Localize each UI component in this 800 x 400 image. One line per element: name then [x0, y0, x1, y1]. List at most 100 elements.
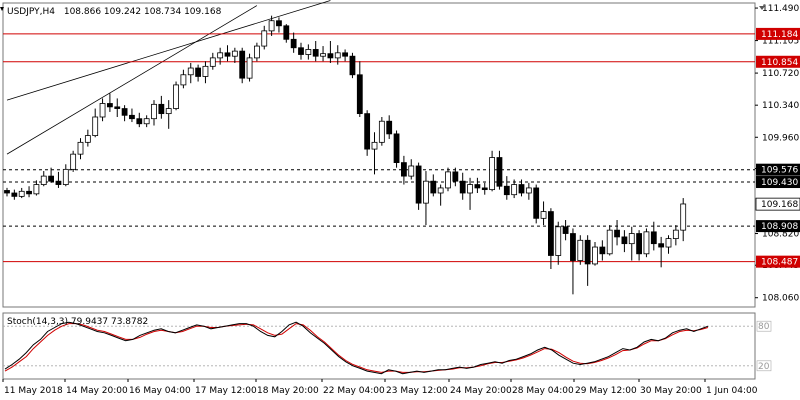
candle-body-bear: [107, 103, 113, 108]
candle-body-bull: [371, 141, 378, 150]
candle-body-bull: [643, 231, 650, 255]
down-arrow-icon: [0, 7, 4, 11]
current-price-bg: [755, 197, 800, 211]
candle-body-bear: [290, 38, 297, 49]
candle: [283, 24, 290, 43]
candle: [496, 150, 503, 190]
candle-body-bear: [114, 106, 121, 109]
candle-body-bear: [48, 175, 54, 182]
candle-body-bull: [92, 116, 99, 136]
candle-body-bear: [636, 233, 642, 255]
candle-body-bull: [320, 53, 326, 57]
channel-line-upper[interactable]: [6, 0, 331, 101]
candle-body-bear: [364, 113, 371, 150]
candle-body-bull: [511, 184, 518, 196]
candle: [18, 187, 25, 199]
candle-body-bear: [312, 49, 319, 57]
stoch-level-tag: 80: [756, 320, 772, 332]
candle: [11, 189, 18, 200]
candle: [276, 17, 282, 33]
candle-body-bear: [614, 229, 620, 238]
chart-shift-icon[interactable]: [759, 6, 765, 10]
candle-body-bear: [584, 239, 591, 265]
candle: [121, 105, 128, 122]
candle-body-bear: [224, 52, 231, 57]
level-tag: 108.487: [756, 255, 800, 268]
candle-body-bull: [540, 211, 547, 219]
candle: [173, 81, 179, 111]
candle: [636, 230, 642, 261]
candle: [187, 62, 194, 84]
candle: [408, 159, 415, 180]
x-tick-label: 16 May 04:00: [129, 386, 191, 396]
candle-body-bull: [680, 203, 687, 231]
candle: [592, 241, 598, 266]
candle-body-bull: [445, 171, 451, 189]
x-tick-label: 23 May 12:00: [386, 386, 448, 396]
candle: [606, 225, 613, 256]
candle: [209, 52, 216, 70]
level-price-tags: 111.184 110.854 109.576 109.430 108.908 108.4…: [755, 27, 800, 268]
candle: [577, 235, 584, 265]
candle-body-bear: [481, 187, 488, 191]
candle-body-bull: [173, 84, 179, 109]
symbol-header: USDJPY,H4 108.866 109.242 108.734 109.16…: [7, 7, 222, 17]
level-tag-bg: [756, 163, 800, 176]
candle: [239, 47, 246, 84]
x-tick-label: 18 May 20:00: [257, 386, 319, 396]
candle: [180, 69, 187, 89]
channel-line-lower[interactable]: [6, 5, 258, 155]
x-tick-label: 11 May 2018: [4, 386, 63, 396]
level-tag-label: 109.576: [761, 166, 798, 176]
candle-body-bear: [562, 226, 569, 234]
candle-body-bear: [548, 211, 554, 256]
candle-body-bull: [187, 67, 194, 76]
candle-body-bull: [217, 52, 224, 59]
x-tick-label: 1 Jun 04:00: [706, 386, 758, 396]
candle-body-bull: [334, 52, 341, 59]
candle-body-bull: [577, 239, 584, 261]
y-tick-label: 111.105: [762, 37, 799, 47]
stoch-levels: 80 20: [3, 320, 772, 372]
candle-body-bull: [628, 233, 635, 245]
candle-body-bull: [268, 20, 275, 32]
candle-body-bear: [599, 246, 606, 255]
candle-body-bull: [180, 74, 187, 86]
candle: [474, 177, 481, 193]
candle: [614, 220, 620, 246]
candle: [467, 177, 473, 210]
candle-body-bull: [84, 135, 91, 143]
candle-body-bull: [378, 120, 385, 143]
candle-body-bull: [209, 57, 216, 67]
candle-body-bull: [151, 103, 157, 120]
candle-body-bear: [400, 162, 407, 177]
level-tag-label: 110.854: [761, 58, 798, 68]
candle-body-bull: [408, 165, 415, 177]
candle: [114, 98, 121, 117]
candle: [4, 187, 10, 197]
stoch-signal-line: [4, 323, 709, 373]
candle-body-bull: [592, 246, 598, 265]
candle-body-bear: [11, 192, 18, 197]
candle: [40, 171, 47, 187]
y-tick-label: 110.340: [762, 101, 799, 111]
level-tag-bg: [756, 220, 800, 233]
x-tick-label: 28 May 04:00: [512, 386, 574, 396]
candle-body-bear: [518, 184, 525, 194]
candle: [533, 184, 540, 224]
stoch-plot-area: [2, 312, 756, 380]
candle: [356, 61, 363, 117]
candle-body-bear: [136, 118, 143, 125]
candle: [503, 176, 510, 200]
candle: [312, 41, 319, 62]
candle: [246, 53, 253, 82]
candle: [452, 167, 459, 187]
candle-body-bull: [77, 141, 84, 155]
candle: [99, 98, 106, 122]
candle-body-bear: [533, 187, 540, 219]
candle-body-bear: [121, 108, 128, 116]
y-tick-label: 108.060: [762, 294, 799, 304]
level-tag: 108.908: [756, 220, 800, 233]
candle-body-bear: [4, 190, 10, 194]
